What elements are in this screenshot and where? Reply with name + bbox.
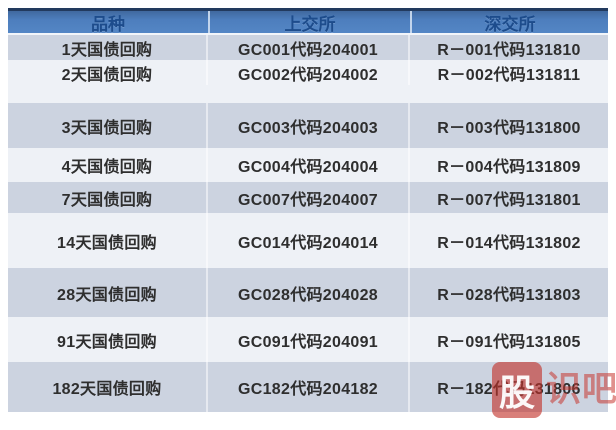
header-variety: 品种 [91,14,125,34]
table-row: 1天国债回购 GC001代码204001 R－001代码131810 [8,35,608,60]
cell-szse-code: R－004代码131809 [437,159,581,176]
watermark-text: 识吧 [546,370,616,409]
watermark-badge-icon: 股 [492,362,542,418]
cell-variety: 14天国债回购 [8,213,208,268]
cell-sse-code: GC091代码204091 [208,317,410,362]
cell-sse-code: GC014代码204014 [208,213,410,268]
cell-variety: 1天国债回购 [8,35,208,60]
cell-szse-code: R－091代码131805 [437,333,581,351]
cell-szse-code: R－014代码131802 [437,234,581,252]
table-row: 4天国债回购 GC004代码204004 R－004代码131809 [8,148,608,182]
cell-sse-code: GC004代码204004 [208,148,410,182]
watermark: 股 识吧 [492,362,616,418]
cell-variety: 4天国债回购 [8,148,208,182]
cell-szse-code: R－002代码131811 [437,66,581,84]
cell-szse-code: R－007代码131801 [437,191,581,209]
header-szse: 深交所 [410,11,608,34]
cell-szse-code: R－028代码131803 [437,286,581,304]
table-row: 3天国债回购 GC003代码204003 R－003代码131800 [8,103,608,148]
cell-variety: 2天国债回购 [8,60,208,85]
table-row: 14天国债回购 GC014代码204014 R－014代码131802 [8,213,608,268]
cell-sse-code: GC002代码204002 [208,60,410,85]
cell-variety: 3天国债回购 [8,103,208,148]
cell-sse-code: GC182代码204182 [208,362,410,412]
cell-sse-code: GC003代码204003 [208,103,410,148]
cell-sse-code: GC001代码204001 [208,35,410,60]
table-row: 7天国债回购 GC007代码204007 R－007代码131801 [8,182,608,213]
header-sse: 上交所 [208,11,410,34]
cell-variety: 182天国债回购 [8,362,208,412]
table-row: 2天国债回购 GC002代码204002 R－002代码131811 [8,60,608,103]
cell-szse-code: R－003代码131800 [437,119,581,137]
repo-code-table: 品种 上交所 深交所 1天国债回购 GC001代码204001 R－001代码1… [8,8,608,412]
cell-sse-code: GC007代码204007 [208,182,410,213]
table-row: 91天国债回购 GC091代码204091 R－091代码131805 [8,317,608,362]
cell-variety: 7天国债回购 [8,182,208,213]
table-header-row: 品种 上交所 深交所 [8,8,608,35]
cell-variety: 28天国债回购 [8,268,208,317]
cell-variety: 91天国债回购 [8,317,208,362]
cell-szse-code: R－001代码131810 [437,41,581,59]
table-row: 28天国债回购 GC028代码204028 R－028代码131803 [8,268,608,317]
cell-sse-code: GC028代码204028 [208,268,410,317]
